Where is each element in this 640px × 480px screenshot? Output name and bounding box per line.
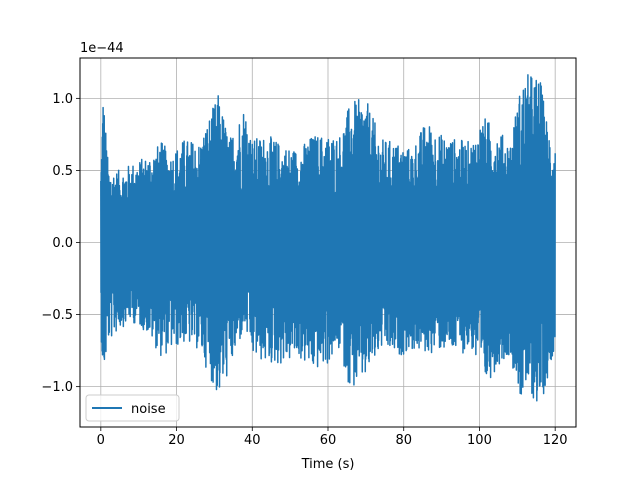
x-tick-label: 20: [168, 433, 185, 448]
y-tick-label: 0.0: [52, 236, 73, 251]
axis-ticks: 0 20 40 60 80 100 120 −1.0 −0.5 0.0 0.5 1.0: [41, 92, 567, 448]
y-offset-text: 1e−44: [80, 41, 124, 56]
y-tick-label: −1.0: [41, 380, 73, 395]
legend: noise: [85, 394, 180, 422]
x-tick-label: 60: [320, 433, 337, 448]
x-tick-label: 40: [244, 433, 261, 448]
plot-area: [100, 74, 556, 402]
x-tick-label: 80: [395, 433, 412, 448]
y-tick-label: −0.5: [41, 308, 73, 323]
x-axis-label: Time (s): [301, 457, 355, 472]
x-tick-label: 100: [467, 433, 492, 448]
y-tick-label: 1.0: [52, 92, 73, 107]
x-tick-label: 120: [543, 433, 568, 448]
y-tick-label: 0.5: [52, 164, 73, 179]
legend-box: [85, 394, 180, 422]
legend-label-noise: noise: [131, 402, 166, 417]
x-tick-label: 0: [97, 433, 105, 448]
series-line-noise: [100, 74, 556, 402]
